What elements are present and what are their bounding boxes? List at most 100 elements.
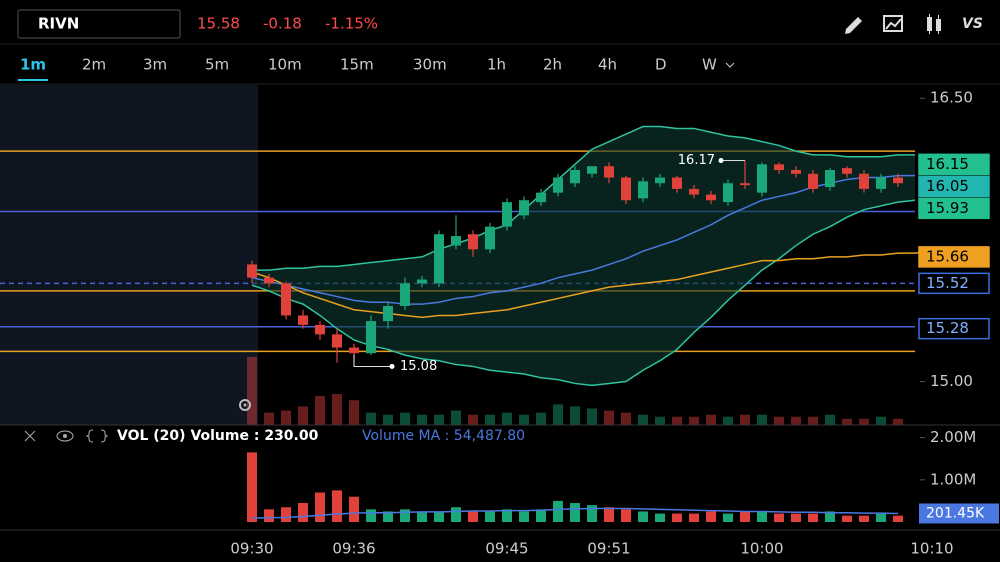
volume-bar bbox=[587, 505, 597, 522]
volume-bar bbox=[298, 503, 308, 522]
volume-bar bbox=[536, 509, 546, 522]
volume-bar bbox=[740, 511, 750, 522]
volume-overlay-bar bbox=[757, 414, 767, 425]
volume-bar bbox=[417, 511, 427, 522]
candle-body bbox=[791, 170, 801, 174]
volume-tag-label: 201.45K bbox=[926, 506, 985, 522]
timeframe-button[interactable]: 5m bbox=[205, 56, 229, 74]
volume-overlay-bar bbox=[315, 396, 325, 425]
chart-icon[interactable] bbox=[883, 15, 903, 32]
high-label: 16.17 bbox=[678, 153, 715, 168]
volume-overlay-bar bbox=[825, 414, 835, 425]
timeframe-button[interactable]: W bbox=[702, 56, 717, 74]
candle-body bbox=[740, 183, 750, 186]
timeframe-button[interactable]: 2m bbox=[82, 56, 106, 74]
candle-body bbox=[706, 194, 716, 201]
timeframe-button[interactable]: 4h bbox=[598, 56, 617, 74]
band-fill bbox=[252, 126, 915, 386]
timeframe-button[interactable]: 10m bbox=[268, 56, 302, 74]
settings-icon[interactable] bbox=[239, 399, 251, 411]
volume-overlay-bar bbox=[536, 412, 546, 425]
symbol-box[interactable] bbox=[17, 9, 181, 39]
volume-bar bbox=[621, 509, 631, 522]
candle-body bbox=[689, 188, 699, 195]
timeframe-button[interactable]: 30m bbox=[413, 56, 447, 74]
compare-button[interactable]: VS bbox=[962, 16, 983, 32]
indicator-line bbox=[252, 125, 915, 271]
volume-overlay-bar bbox=[485, 414, 495, 425]
candle-body bbox=[825, 170, 835, 187]
change-pct: -1.15% bbox=[325, 15, 378, 33]
candle-body bbox=[774, 164, 784, 170]
volume-overlay-bar bbox=[434, 414, 444, 425]
volume-bar bbox=[281, 507, 291, 522]
volume-bar bbox=[315, 492, 325, 522]
volume-bar bbox=[723, 513, 733, 522]
candle-body bbox=[638, 181, 648, 199]
timeframe-button[interactable]: 1h bbox=[487, 56, 506, 74]
volume-bar bbox=[774, 513, 784, 522]
volume-bar bbox=[468, 511, 478, 522]
candle-body bbox=[893, 177, 903, 184]
timeframe-bar: 1m 2m 3m 5m 10m 15m 30m 1h 2h 4h D W bbox=[18, 56, 735, 81]
price-pane: 16.50 15.00 15.08 16.17 16.15 16.05 15.93 15.66… bbox=[0, 89, 990, 425]
volume-bar bbox=[383, 511, 393, 522]
volume-overlay-bar bbox=[808, 416, 818, 425]
candle-body bbox=[757, 164, 767, 193]
volume-bar bbox=[247, 452, 257, 522]
x-tick-label: 10:10 bbox=[910, 540, 953, 558]
volume-overlay-bar bbox=[587, 408, 597, 425]
candle-body bbox=[468, 234, 478, 250]
low-label: 15.08 bbox=[400, 359, 437, 374]
timeframe-button[interactable]: D bbox=[655, 56, 667, 74]
price-tag bbox=[918, 272, 990, 295]
candle-body bbox=[876, 177, 886, 189]
low-dot bbox=[389, 363, 395, 369]
timeframe-button[interactable]: 3m bbox=[143, 56, 167, 74]
price-tag bbox=[918, 197, 990, 220]
volume-bar bbox=[689, 513, 699, 522]
timeframe-button[interactable]: 2h bbox=[543, 56, 562, 74]
candle-body bbox=[604, 166, 614, 178]
volume-overlay-bar bbox=[400, 412, 410, 425]
premarket-shade bbox=[0, 85, 258, 425]
volume-overlay-bar bbox=[893, 418, 903, 425]
volume-title: VOL (20) Volume : 230.00 bbox=[117, 428, 319, 444]
volume-bar bbox=[638, 511, 648, 522]
time-axis: 09:30 09:36 09:45 09:51 10:00 10:10 bbox=[230, 540, 953, 558]
timeframe-button[interactable]: 15m bbox=[340, 56, 374, 74]
price-tag bbox=[918, 317, 990, 340]
indicator-line bbox=[251, 250, 933, 319]
dropdown-chevron bbox=[725, 62, 735, 68]
volume-overlay-bar bbox=[604, 410, 614, 425]
script-icon[interactable] bbox=[85, 429, 109, 443]
volume-overlay-bar bbox=[332, 394, 342, 425]
low-marker bbox=[353, 354, 392, 367]
timeframe-button[interactable]: 1m bbox=[20, 56, 46, 74]
candle-body bbox=[570, 170, 580, 184]
volume-overlay-bar bbox=[655, 416, 665, 425]
volume-overlay-bar bbox=[468, 414, 478, 425]
volume-overlay-bar bbox=[247, 356, 257, 425]
volume-overlay-bar bbox=[621, 412, 631, 425]
volume-overlay-bar bbox=[791, 416, 801, 425]
candle-body bbox=[842, 168, 852, 174]
candle-icon[interactable] bbox=[927, 14, 941, 34]
volume-overlay-bar bbox=[723, 416, 733, 425]
visibility-icon[interactable] bbox=[56, 430, 74, 442]
volume-overlay-bar bbox=[383, 414, 393, 425]
price-tag-label: 15.52 bbox=[926, 274, 969, 292]
volume-overlay-bar bbox=[774, 416, 784, 425]
volume-overlay-bar bbox=[519, 414, 529, 425]
y-tick-label: 16.50 bbox=[930, 89, 973, 107]
volume-bar bbox=[604, 507, 614, 522]
candle-body bbox=[859, 173, 869, 189]
pencil-icon[interactable] bbox=[845, 17, 862, 34]
y-tick-label: 2.00M bbox=[930, 428, 976, 446]
volume-ma-line bbox=[251, 507, 899, 519]
candle-body bbox=[383, 306, 393, 322]
candle-body bbox=[417, 279, 427, 284]
candle-body bbox=[247, 264, 257, 278]
close-icon[interactable] bbox=[24, 430, 36, 442]
volume-bar bbox=[791, 513, 801, 522]
